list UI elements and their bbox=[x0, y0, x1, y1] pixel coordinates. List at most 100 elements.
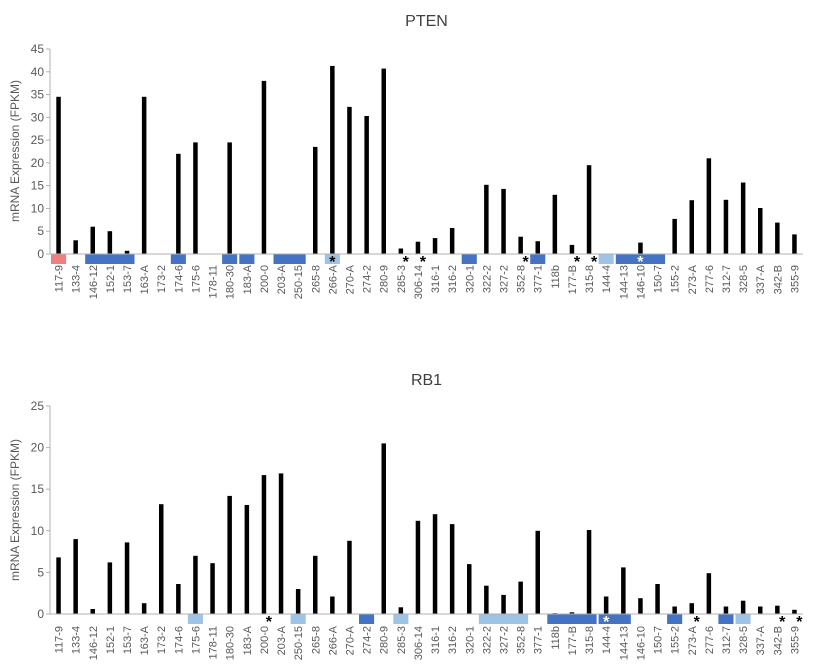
bar-117-9 bbox=[56, 557, 61, 614]
x-tick-label: 312-7 bbox=[721, 265, 733, 293]
x-tick-label: 315-8 bbox=[584, 265, 596, 293]
x-ticks: 117-9 133-4 146-12 152-1 153-7 163-A 173-2 174-… bbox=[54, 264, 802, 299]
strip-segment bbox=[222, 254, 238, 264]
x-tick-label: 266-A bbox=[327, 625, 339, 655]
x-tick-label: 144-13 bbox=[618, 265, 630, 299]
strip-segment bbox=[324, 254, 340, 264]
strip-segment bbox=[359, 614, 375, 624]
x-tick-label: 163-A bbox=[139, 625, 151, 655]
x-tick-label: 280-9 bbox=[379, 626, 391, 654]
strip-segment bbox=[598, 254, 614, 264]
bar-280-9 bbox=[381, 68, 386, 254]
bar-327-2 bbox=[501, 188, 506, 254]
bar-322-2 bbox=[484, 184, 489, 254]
x-tick-label: 277-6 bbox=[704, 626, 716, 654]
bar-312-7 bbox=[723, 606, 729, 614]
x-tick-label: 146-12 bbox=[88, 265, 100, 299]
bar-180-30 bbox=[227, 142, 232, 254]
x-tick-label: 327-2 bbox=[499, 265, 511, 293]
x-tick-label: 144-4 bbox=[601, 626, 613, 654]
bar-153-7 bbox=[124, 542, 130, 614]
x-tick-label: 270-A bbox=[345, 264, 357, 294]
bar-175-6 bbox=[193, 142, 198, 254]
bar-265-8 bbox=[313, 555, 318, 614]
x-tick-label: 328-5 bbox=[738, 265, 750, 293]
x-tick-label: 285-3 bbox=[396, 265, 408, 293]
strip-segment bbox=[170, 254, 186, 264]
bar-146-12 bbox=[90, 609, 95, 614]
bar-203-A bbox=[278, 473, 284, 614]
bar-144-13 bbox=[621, 567, 626, 614]
bar-146-10 bbox=[638, 598, 643, 614]
y-tick-label: 35 bbox=[31, 88, 45, 102]
x-tick-label: 183-A bbox=[242, 264, 254, 294]
x-tick-label: 163-A bbox=[139, 264, 151, 294]
x-tick-label: 144-13 bbox=[618, 626, 630, 660]
y-tick-label: 45 bbox=[31, 42, 45, 56]
bar-377-1 bbox=[535, 241, 540, 254]
bar-277-6 bbox=[706, 573, 712, 614]
bar-316-2 bbox=[449, 228, 455, 254]
bar-316-2 bbox=[449, 524, 455, 614]
bar-316-1 bbox=[432, 238, 438, 254]
strip-segment bbox=[51, 254, 67, 264]
bar-328-5 bbox=[740, 182, 746, 254]
x-tick-label: 320-1 bbox=[464, 626, 476, 654]
x-tick-label: 146-10 bbox=[635, 265, 647, 299]
y-tick-label: 25 bbox=[31, 399, 45, 413]
y-tick-label: 40 bbox=[31, 65, 45, 79]
bar-118b bbox=[552, 194, 558, 254]
bar-174-6 bbox=[176, 153, 181, 254]
x-tick-label: 322-2 bbox=[481, 265, 493, 293]
x-tick-label: 200-0 bbox=[259, 265, 271, 293]
bar-352-8 bbox=[518, 581, 523, 614]
strip-segment bbox=[187, 614, 203, 624]
asterisk-355-9: * bbox=[796, 614, 803, 631]
strip-segment bbox=[530, 254, 546, 264]
bar-337-A bbox=[758, 208, 763, 254]
x-tick-label: 377-1 bbox=[533, 626, 545, 654]
x-tick-label: 200-0 bbox=[259, 626, 271, 654]
x-tick-label: 328-5 bbox=[738, 626, 750, 654]
asterisks: * * * * * bbox=[266, 614, 804, 631]
x-tick-label: 117-9 bbox=[54, 626, 66, 653]
bar-163-A bbox=[141, 96, 147, 254]
x-tick-label: 316-1 bbox=[430, 265, 442, 293]
y-tick-label: 30 bbox=[31, 110, 45, 124]
x-tick-label: 273-A bbox=[687, 625, 699, 655]
y-tick-label: 0 bbox=[37, 247, 44, 261]
chart-pten: PTEN mRNA Expression (FPKM) 0 5 10 15 20 25 30… bbox=[8, 13, 803, 299]
x-tick-label: 183-A bbox=[242, 625, 254, 655]
axes bbox=[49, 49, 803, 255]
bar-355-9 bbox=[792, 609, 797, 614]
y-axis-label: mRNA Expression (FPKM) bbox=[8, 80, 22, 222]
asterisk-273-A: * bbox=[694, 614, 701, 631]
x-tick-label: 312-7 bbox=[721, 626, 733, 654]
x-tick-label: 177-B bbox=[567, 626, 579, 655]
x-tick-label: 203-A bbox=[276, 625, 288, 655]
x-tick-label: 266-A bbox=[327, 264, 339, 294]
x-tick-label: 274-2 bbox=[362, 626, 374, 654]
x-tick-label: 265-8 bbox=[310, 265, 322, 293]
strip-segment bbox=[667, 614, 683, 624]
chart-rb1: RB1 mRNA Expression (FPKM) 0 5 10 15 20 25 11… bbox=[8, 372, 803, 660]
color-strip bbox=[187, 614, 751, 624]
x-tick-label: 306-14 bbox=[413, 626, 425, 660]
bar-155-2 bbox=[672, 218, 677, 254]
y-tick-label: 15 bbox=[31, 179, 45, 193]
bar-175-6 bbox=[193, 555, 198, 614]
bar-177-B bbox=[569, 612, 575, 614]
asterisk-342-B: * bbox=[779, 614, 786, 631]
bar-146-12 bbox=[90, 226, 95, 254]
x-tick-label: 352-8 bbox=[516, 626, 528, 654]
bar-144-4 bbox=[603, 596, 609, 614]
asterisk-146-10: * bbox=[637, 254, 644, 271]
bar-352-8 bbox=[518, 236, 523, 254]
x-tick-label: 315-8 bbox=[584, 626, 596, 654]
bar-180-30 bbox=[227, 495, 232, 614]
x-tick-label: 155-2 bbox=[670, 626, 682, 654]
x-tick-label: 133-4 bbox=[71, 626, 83, 654]
bar-117-9 bbox=[56, 96, 61, 254]
chart-title: PTEN bbox=[405, 13, 448, 30]
y-tick-label: 10 bbox=[31, 201, 45, 215]
